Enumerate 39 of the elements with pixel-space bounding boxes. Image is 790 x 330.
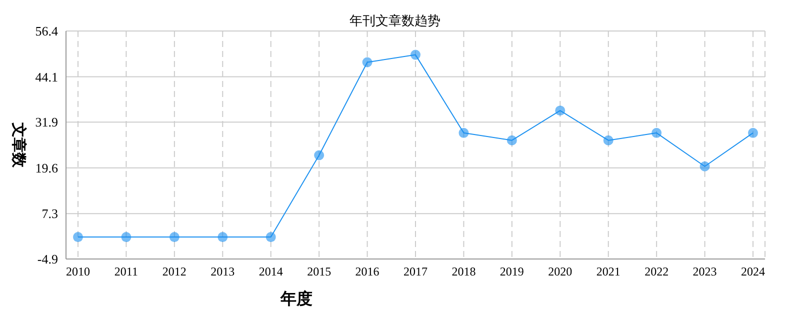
x-tick-label: 2016 [355, 264, 380, 279]
point [555, 106, 566, 116]
x-tick-label: 2015 [307, 264, 332, 279]
x-tick-label: 2013 [210, 264, 235, 279]
point [362, 57, 372, 68]
y-tick-label: 56.4 [35, 24, 58, 39]
y-tick-label: 44.1 [35, 69, 58, 84]
x-tick-label: 2017 [404, 264, 428, 279]
point [603, 135, 614, 146]
x-tick-label: 2024 [741, 264, 765, 279]
point [266, 232, 276, 242]
y-tick-label: 31.9 [35, 114, 58, 130]
y-tick-label: -4.9 [37, 252, 58, 267]
point [218, 232, 228, 242]
point [73, 232, 83, 242]
x-tick-label: 2021 [596, 264, 620, 279]
chart-title: 年刊文章数趋势 [350, 13, 440, 28]
point [748, 128, 758, 138]
point [169, 232, 180, 242]
point [121, 232, 132, 242]
x-tick-label: 2011 [114, 264, 138, 279]
point [458, 128, 469, 138]
x-tick-label: 2012 [162, 264, 186, 279]
x-tick-label: 2023 [692, 264, 717, 279]
x-tick-label: 2019 [500, 264, 524, 279]
x-tick-label: 2014 [258, 264, 283, 279]
x-tick-label: 2022 [644, 264, 669, 279]
x-tick-label: 2010 [66, 264, 90, 279]
y-tick-label: 19.6 [35, 160, 58, 176]
point [700, 161, 710, 172]
y-axis-title: 文章数 [10, 122, 28, 168]
point [314, 150, 324, 160]
y-tick-label: 7.3 [42, 206, 58, 222]
point [410, 50, 420, 60]
point [652, 128, 662, 138]
x-tick-label: 2018 [452, 264, 476, 279]
x-axis-title: 年度 [280, 289, 313, 308]
x-tick-label: 2020 [548, 264, 572, 279]
point [506, 135, 517, 146]
